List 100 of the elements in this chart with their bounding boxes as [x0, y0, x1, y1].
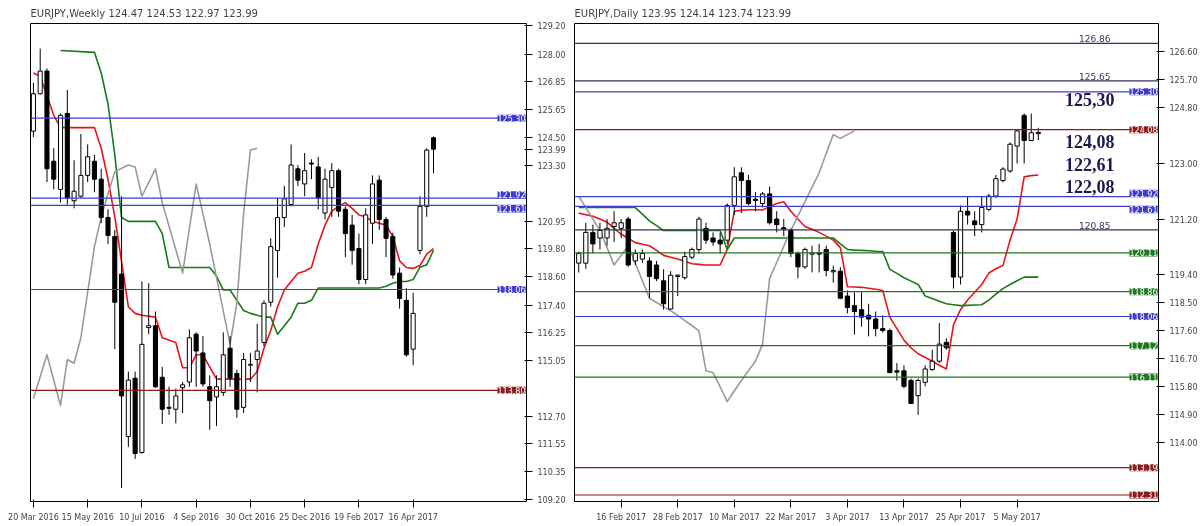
x-tick-label: 28 Feb 2017	[652, 512, 703, 522]
text: 125,30	[1065, 90, 1115, 110]
y-tick-label: 123.30	[537, 161, 566, 171]
ref-line-label: 118.06	[497, 285, 526, 295]
candlestick	[851, 291, 858, 336]
candlestick	[213, 374, 220, 427]
x-tick-label: 20 Mar 2016	[8, 512, 59, 522]
candlestick	[774, 210, 780, 233]
y-tick-label: 128.00	[537, 50, 566, 60]
candlestick	[308, 158, 314, 180]
y-tick-label: 118.50	[1169, 299, 1198, 309]
x-tick-label: 15 May 2016	[61, 512, 114, 522]
ref-line-label: 125.30	[1129, 88, 1158, 98]
x-tick-label: 30 Oct 2016	[225, 512, 276, 522]
candlestick	[180, 381, 186, 414]
candlestick	[788, 227, 794, 258]
y-tick-label: 110.35	[537, 468, 566, 478]
candlestick	[91, 154, 97, 193]
y-tick-label: 119.40	[1169, 271, 1198, 281]
ref-line-label: 121.92	[497, 191, 526, 201]
ref-line-label: 113.80	[497, 386, 526, 396]
x-tick-label: 25 Dec 2016	[279, 512, 331, 522]
y-tick-label: 119.80	[537, 244, 566, 254]
ref-line-label: 120.11	[1129, 249, 1158, 259]
ref-line-label: 117.12	[1129, 342, 1158, 352]
candlestick	[653, 260, 660, 282]
y-tick-label: 117.60	[1169, 327, 1198, 337]
y-tick-label: 111.55	[537, 440, 566, 450]
y-tick-label: 123.99	[537, 145, 566, 155]
ref-line-label: 121.61	[497, 205, 526, 215]
y-tick-label: 112.70	[537, 412, 566, 422]
y-tick-label: 124.80	[1169, 103, 1198, 113]
line-series	[32, 147, 258, 407]
candlestick	[745, 174, 752, 206]
y-tick-label: 114.90	[1169, 411, 1198, 421]
y-tick-label: 115.05	[537, 357, 566, 367]
candlestick	[646, 256, 653, 299]
y-tick-label: 124.50	[537, 133, 566, 143]
candlestick	[247, 352, 253, 383]
text: 122,08	[1065, 177, 1115, 197]
line-series	[32, 72, 435, 380]
candlestick	[207, 374, 213, 431]
y-tick-label: 117.40	[537, 301, 566, 311]
annotation: 120.85	[1079, 220, 1111, 231]
candlestick	[873, 311, 879, 337]
y-tick-label: 125.65	[537, 106, 566, 116]
y-tick-label: 115.80	[1169, 383, 1198, 393]
annotation: 125.65	[1079, 71, 1111, 82]
y-tick-label: 126.60	[1169, 47, 1198, 57]
y-tick-label: 116.25	[537, 328, 566, 338]
x-tick-label: 13 Apr 2017	[879, 512, 929, 522]
x-tick-label: 19 Feb 2017	[334, 512, 384, 522]
candlestick	[254, 323, 260, 393]
ref-line-label: 116.11	[1129, 373, 1158, 383]
x-tick-label: 5 May 2017	[993, 512, 1041, 522]
candlestick	[675, 273, 681, 297]
ref-line-label: 124.08	[1129, 126, 1158, 136]
candlestick	[146, 282, 152, 335]
candlestick	[430, 135, 437, 174]
y-tick-label: 120.95	[537, 217, 566, 227]
line-series	[577, 130, 856, 403]
y-tick-label: 125.70	[1169, 75, 1198, 85]
x-tick-label: 25 Apr 2017	[935, 512, 986, 522]
ref-line-label: 112.31	[1129, 491, 1158, 501]
candlestick	[844, 289, 851, 314]
x-tick-label: 22 Mar 2017	[765, 512, 817, 522]
line-series	[577, 174, 1040, 370]
ref-line-label: 121.92	[1129, 189, 1158, 199]
y-tick-label: 114.00	[1169, 439, 1198, 449]
candlestick	[752, 191, 759, 212]
x-tick-label: 10 Mar 2017	[708, 512, 760, 522]
chart-title: EURJPY,Weekly 124.47 124.53 122.97 123.99	[30, 7, 258, 19]
annotation: 126.86	[1079, 34, 1111, 45]
ref-line-label: 118.06	[1129, 313, 1158, 323]
y-tick-label: 109.20	[537, 495, 566, 505]
ref-line-label: 121.61	[1129, 206, 1158, 216]
y-tick-label: 126.85	[537, 77, 566, 87]
ref-line-label: 125.30	[497, 114, 526, 124]
candlestick	[858, 291, 865, 328]
y-tick-label: 123.00	[1169, 159, 1198, 169]
y-tick-label: 121.20	[1169, 215, 1198, 225]
chart-title: EURJPY,Daily 123.95 124.14 123.74 123.99	[574, 7, 792, 19]
candlestick	[660, 268, 667, 311]
candlestick	[972, 210, 978, 237]
y-tick-label: 129.20	[537, 22, 566, 32]
x-tick-label: 3 Apr 2017	[825, 512, 870, 522]
candlestick	[738, 166, 744, 214]
line-series	[59, 49, 435, 335]
y-tick-label: 116.70	[1169, 355, 1198, 365]
ref-line-label: 118.86	[1129, 288, 1158, 298]
ref-line-label: 113.19	[1129, 464, 1158, 474]
y-tick-label: 118.60	[537, 273, 566, 283]
x-tick-label: 16 Apr 2017	[388, 512, 438, 522]
text: 122,61	[1065, 155, 1115, 175]
x-tick-label: 16 Feb 2017	[596, 512, 647, 522]
candlestick	[964, 195, 971, 226]
x-tick-label: 10 Jul 2016	[119, 512, 165, 522]
text: 124,08	[1065, 132, 1115, 152]
x-tick-label: 4 Sep 2016	[173, 512, 219, 522]
candlestick	[936, 322, 942, 364]
